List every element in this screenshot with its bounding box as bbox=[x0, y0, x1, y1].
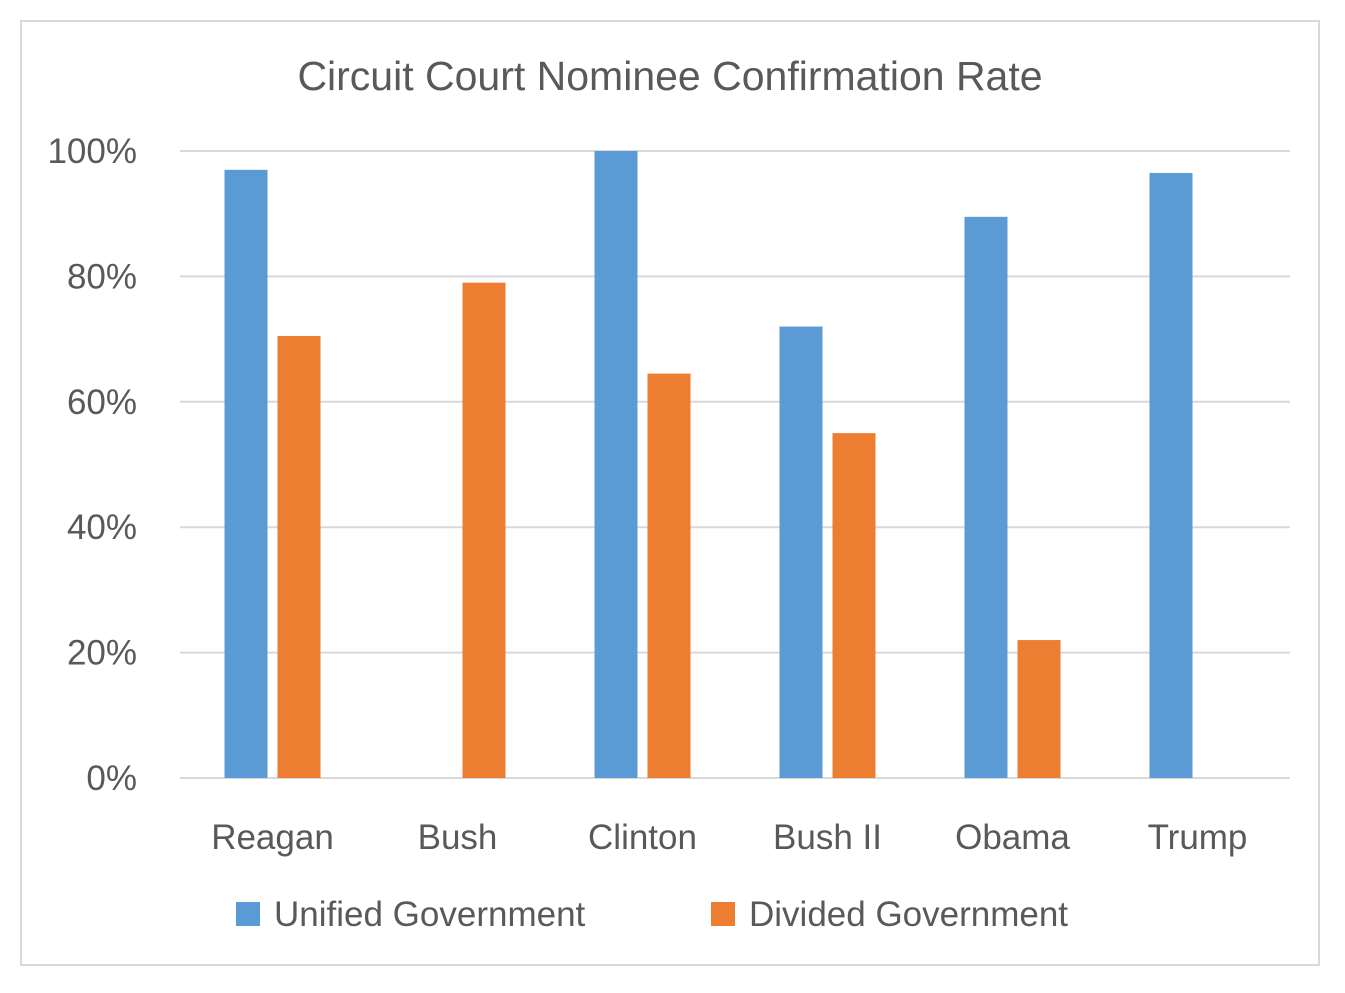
bar-divided bbox=[647, 373, 691, 778]
legend-label: Unified Government bbox=[274, 895, 586, 934]
bar-divided bbox=[832, 433, 876, 778]
bar-divided bbox=[277, 335, 321, 778]
legend-label: Divided Government bbox=[749, 895, 1068, 934]
x-axis-categories: Reagan Bush Clinton Bush II Obama Trump bbox=[211, 818, 1247, 857]
bar-divided bbox=[462, 282, 506, 778]
x-category-label: Obama bbox=[955, 818, 1070, 857]
gridlines bbox=[180, 150, 1290, 779]
bar-divided bbox=[1017, 640, 1061, 778]
x-category-label: Clinton bbox=[588, 818, 697, 857]
bar-unified bbox=[1149, 172, 1193, 778]
bar-unified bbox=[594, 151, 638, 778]
legend: Unified Government Divided Government bbox=[236, 895, 1068, 934]
y-axis-ticks: 0% 20% 40% 60% 80% 100% bbox=[47, 132, 137, 798]
x-category-label: Trump bbox=[1148, 818, 1248, 857]
x-category-label: Bush bbox=[418, 818, 498, 857]
y-tick-label: 20% bbox=[67, 634, 137, 673]
legend-swatch bbox=[236, 902, 260, 926]
y-tick-label: 80% bbox=[67, 257, 137, 296]
bars bbox=[224, 151, 1193, 778]
legend-swatch bbox=[711, 902, 735, 926]
y-tick-label: 0% bbox=[86, 759, 137, 798]
y-tick-label: 40% bbox=[67, 508, 137, 547]
x-category-label: Bush II bbox=[773, 818, 882, 857]
chart-title: Circuit Court Nominee Confirmation Rate bbox=[297, 53, 1042, 99]
bar-unified bbox=[779, 326, 823, 778]
y-tick-label: 100% bbox=[47, 132, 137, 171]
bar-unified bbox=[224, 169, 268, 778]
bar-unified bbox=[964, 216, 1008, 778]
x-category-label: Reagan bbox=[211, 818, 334, 857]
y-tick-label: 60% bbox=[67, 383, 137, 422]
